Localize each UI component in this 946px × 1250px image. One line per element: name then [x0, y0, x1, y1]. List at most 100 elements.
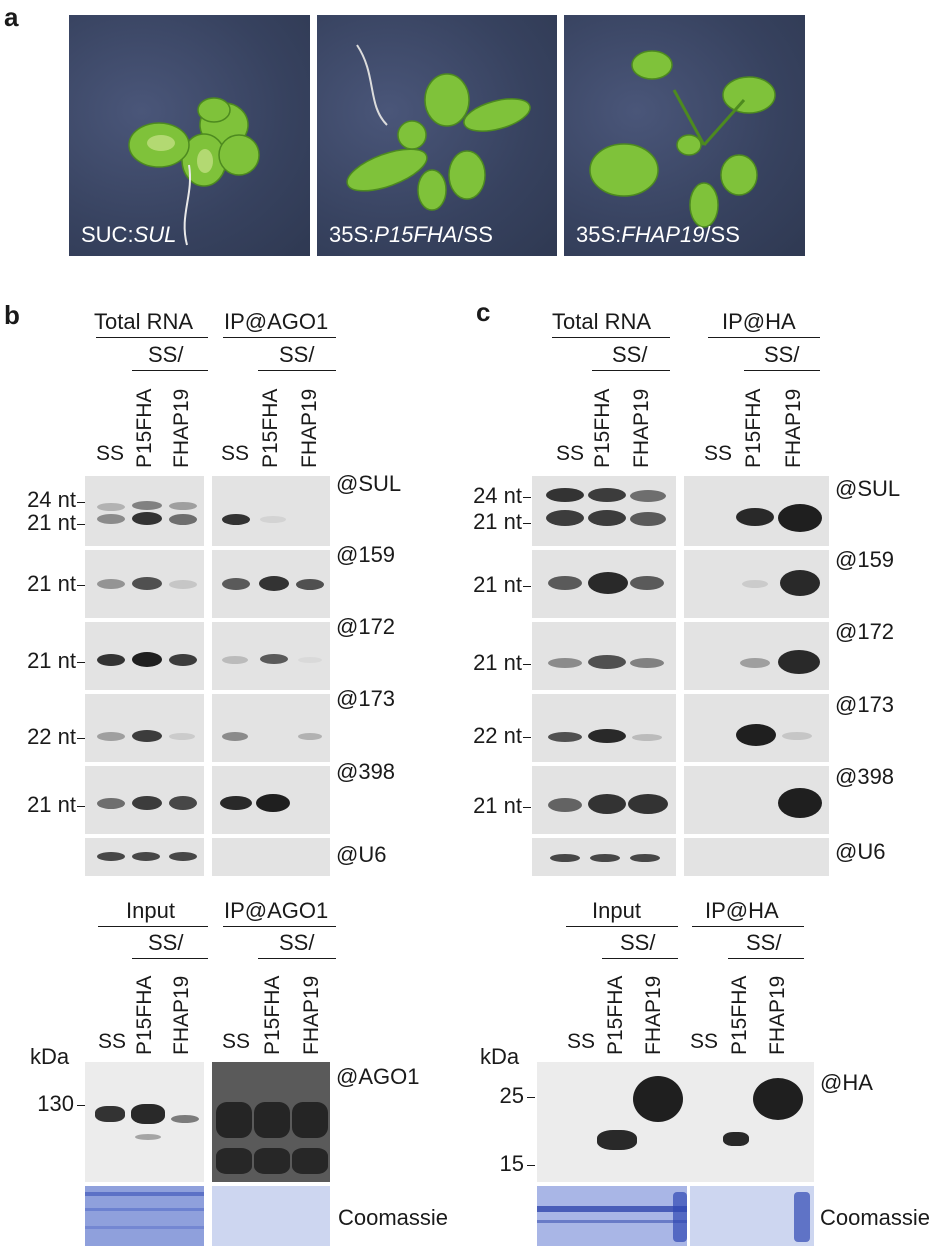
lane-label-fhap19: FHAP19	[630, 388, 653, 468]
size-marker-24nt: 24 nt	[473, 483, 522, 508]
probe-label-172: @172	[835, 619, 895, 644]
underline	[223, 926, 336, 927]
photo-label-fhap19: 35S:FHAP19/SS	[576, 222, 740, 247]
underline	[728, 958, 804, 959]
underline	[132, 958, 208, 959]
blot-159-total	[85, 550, 204, 618]
marker-tick	[77, 502, 85, 503]
marker-tick	[523, 737, 531, 738]
header-ss-slash: SS/	[279, 342, 315, 367]
header-ip-ago1: IP@AGO1	[224, 898, 329, 923]
kda-label: kDa	[480, 1044, 520, 1069]
header-ip-ha: IP@HA	[705, 898, 779, 923]
underline	[552, 337, 670, 338]
blot-172-total	[532, 622, 676, 690]
size-marker-21nt: 21 nt	[27, 571, 76, 596]
stain-label-coomassie: Coomassie	[820, 1205, 931, 1230]
blot-u6-total	[85, 838, 204, 876]
lane-label-fhap19: FHAP19	[298, 388, 321, 468]
marker-tick	[523, 523, 531, 524]
size-marker-21nt: 21 nt	[473, 650, 522, 675]
plant-rosette-illustration	[128, 97, 260, 246]
plant-rosette-illustration	[589, 50, 776, 228]
underline	[98, 926, 208, 927]
marker-tick	[523, 664, 531, 665]
marker-tick	[523, 497, 531, 498]
kda-label: kDa	[30, 1044, 70, 1069]
underline	[132, 370, 208, 371]
marker-tick	[77, 662, 85, 663]
blot-398-total	[532, 766, 676, 834]
size-marker-24nt: 24 nt	[27, 487, 76, 512]
blot-172-total	[85, 622, 204, 690]
plant-photo-fhap19: 35S:FHAP19/SS	[564, 15, 805, 256]
size-marker-21nt: 21 nt	[473, 572, 522, 597]
blot-172-ip	[212, 622, 330, 690]
size-marker-21nt: 21 nt	[27, 648, 76, 673]
lane-label-ss: SS	[690, 1030, 719, 1053]
blot-u6-ip	[684, 838, 829, 876]
western-ago1-input	[85, 1062, 204, 1182]
header-ss-slash: SS/	[148, 342, 184, 367]
lane-label-ss: SS	[98, 1030, 127, 1053]
marker-tick	[527, 1165, 535, 1166]
western-ha	[537, 1062, 814, 1182]
mw-marker-15: 15	[499, 1151, 524, 1176]
marker-tick	[523, 807, 531, 808]
underline	[566, 926, 678, 927]
lane-label-fhap19: FHAP19	[300, 975, 323, 1055]
blot-173-total	[85, 694, 204, 762]
size-marker-22nt: 22 nt	[27, 724, 76, 749]
blot-173-ip	[684, 694, 829, 762]
underline	[96, 337, 208, 338]
panel-label-c: c	[476, 297, 491, 327]
header-ip-ago1: IP@AGO1	[224, 309, 329, 334]
underline	[602, 958, 678, 959]
lane-label-ss: SS	[704, 442, 733, 465]
lane-label-fhap19: FHAP19	[766, 975, 789, 1055]
lane-label-fhap19: FHAP19	[782, 388, 805, 468]
header-ss-slash: SS/	[279, 930, 315, 955]
marker-tick	[523, 586, 531, 587]
probe-label-173: @173	[336, 686, 396, 711]
mw-marker-130: 130	[37, 1091, 74, 1116]
lane-label-ss: SS	[556, 442, 585, 465]
probe-label-ha: @HA	[820, 1070, 873, 1095]
lane-label-p15fha: P15FHA	[261, 975, 284, 1055]
probe-label-173: @173	[835, 692, 895, 717]
blot-159-ip	[684, 550, 829, 618]
lane-label-p15fha: P15FHA	[604, 975, 627, 1055]
underline	[708, 337, 820, 338]
size-marker-21nt: 21 nt	[27, 792, 76, 817]
header-ss-slash: SS/	[620, 930, 656, 955]
lane-label-ss: SS	[221, 442, 250, 465]
header-ss-slash: SS/	[764, 342, 800, 367]
panel-label-a: a	[4, 2, 19, 32]
lane-label-ss: SS	[567, 1030, 596, 1053]
photo-label-p15fha: 35S:P15FHA/SS	[329, 222, 493, 247]
underline	[258, 370, 336, 371]
plant-rosette-illustration	[346, 44, 531, 211]
blot-173-total	[532, 694, 676, 762]
lane-label-p15fha: P15FHA	[133, 975, 156, 1055]
coomassie-stain-input	[85, 1186, 204, 1246]
probe-label-ago1: @AGO1	[336, 1064, 420, 1089]
header-total-rna: Total RNA	[552, 309, 652, 334]
plant-photo-p15fha: 35S:P15FHA/SS	[317, 15, 557, 256]
underline	[692, 926, 804, 927]
probe-label-sul: @SUL	[835, 476, 901, 501]
plant-photo-suc-sul: SUC:SUL	[69, 15, 310, 256]
header-input: Input	[592, 898, 641, 923]
marker-tick	[77, 524, 85, 525]
header-ip-ha: IP@HA	[722, 309, 796, 334]
coomassie-stain-ip	[212, 1186, 330, 1246]
blot-398-ip	[212, 766, 330, 834]
header-ss-slash: SS/	[746, 930, 782, 955]
size-marker-21nt: 21 nt	[473, 793, 522, 818]
probe-label-u6: @U6	[336, 842, 387, 867]
blot-398-ip	[684, 766, 829, 834]
blot-u6-total	[532, 838, 676, 876]
blot-172-ip	[684, 622, 829, 690]
marker-tick	[77, 806, 85, 807]
probe-label-159: @159	[336, 542, 396, 567]
